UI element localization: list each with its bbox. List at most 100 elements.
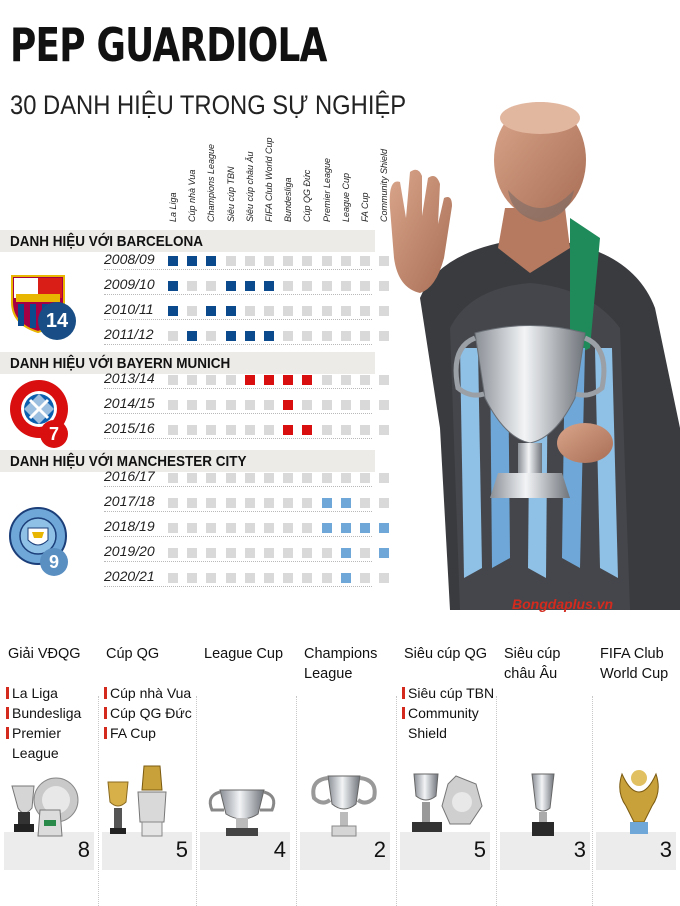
title-cell [360,548,370,558]
title-cell [264,281,274,291]
column-header: Champions League [205,144,219,222]
title-cell [244,573,255,583]
title-cell [225,498,236,508]
season-label: 2010/11 [104,301,154,317]
title-cell [187,375,198,385]
season-label: 2014/15 [104,395,155,411]
title-cell [283,473,294,483]
title-cell [187,498,198,508]
title-cell [187,256,198,266]
title-cell [302,256,313,266]
title-cell [340,375,351,385]
row-separator [104,438,372,439]
title-cell [187,331,198,341]
column-header: Cúp nhà Vua [186,150,200,222]
trophy-category-title: FIFA Club World Cup [600,646,669,682]
trophy-count: 3 [659,837,672,862]
row-separator [104,294,372,295]
title-cell [283,375,294,385]
season-label: 2019/20 [104,543,155,559]
title-cell [168,400,178,410]
title-cell [302,281,313,291]
column-header: League Cup [340,150,354,222]
title-cell [379,473,390,483]
title-cell [225,256,236,266]
row-separator [104,269,372,270]
title-cell [379,548,390,558]
title-cell [206,473,217,483]
title-cell [302,400,313,410]
title-cell [360,306,370,316]
title-cell [379,498,390,508]
column-divider [196,696,197,906]
title-cell [340,425,351,435]
title-cell [379,281,390,291]
title-cell [206,400,217,410]
trophy-count: 5 [175,837,188,862]
column-header: Siêu cúp TBN [225,150,239,222]
trophy-column: Cúp QG Cúp nhà Vua Cúp QG Đức FA Cup 5 [98,636,196,906]
team-band-label: DANH HIỆU VỚI BAYERN MUNICH [10,355,231,372]
title-cell [360,256,370,266]
title-cell [264,256,274,266]
title-cell [168,548,178,558]
title-cell [264,498,274,508]
title-cell [340,573,351,583]
title-cell [264,473,274,483]
trophy-competition-item: Bundesliga [6,703,81,723]
column-header-label: Cúp nhà Vua [187,169,198,222]
title-cell [206,498,217,508]
team-band-label: DANH HIỆU VỚI BARCELONA [10,233,204,250]
title-cell [244,473,255,483]
title-cell [264,331,274,341]
title-cell [225,548,236,558]
title-cell [321,473,332,483]
title-cell [360,573,370,583]
title-cell [206,306,217,316]
column-header: FIFA Club World Cup [263,137,277,222]
title-cell [264,548,274,558]
title-cell [225,306,236,316]
title-cell [360,425,370,435]
coach-photo [389,102,680,610]
column-header: Premier League [321,150,335,222]
title-cell [302,523,313,533]
title-cell [206,548,217,558]
title-cell [379,256,390,266]
title-cell [168,473,178,483]
trophy-column: Siêu cúp châu Âu 3 [496,636,594,906]
title-cell [225,281,236,291]
trophy-competition-item: Cúp QG Đức [104,703,192,723]
title-cell [321,523,332,533]
row-separator [104,586,372,587]
title-cell [187,573,198,583]
title-cell [187,523,198,533]
title-cell [283,331,294,341]
title-cell [302,306,313,316]
title-cell [340,306,351,316]
title-cell [244,306,255,316]
title-cell [302,473,313,483]
column-header-label: Premier League [321,157,332,222]
column-header-label: Siêu cúp châu Âu [244,151,255,222]
title-cell [360,281,370,291]
title-cell [360,498,370,508]
title-cell [264,425,274,435]
title-cell [302,573,313,583]
column-header-label: Cúp QG Đức [302,169,313,222]
row-separator [104,561,372,562]
page-subtitle: 30 DANH HIỆU TRONG SỰ NGHIỆP [10,90,407,120]
trophy-category-title: League Cup [204,646,284,662]
title-cell [321,548,332,558]
column-header-label: League Cup [340,172,351,222]
trophy-count: 2 [373,837,386,862]
title-cell [360,375,370,385]
title-cell [302,498,313,508]
column-header: Siêu cúp châu Âu [244,150,258,222]
trophy-column: Giải VĐQG La Liga Bundesliga Premier League… [0,636,98,870]
column-header-label: FA Cup [360,192,370,222]
title-cell [206,331,217,341]
team-band: DANH HIỆU VỚI BARCELONA [0,230,375,252]
title-cell [168,498,178,508]
title-cell [244,281,255,291]
